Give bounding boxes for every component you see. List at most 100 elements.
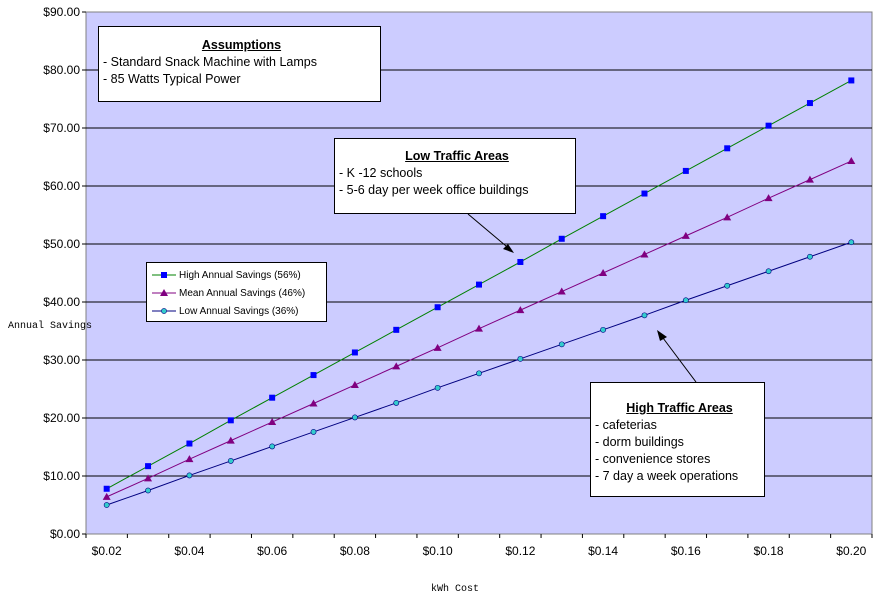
data-point [227, 458, 234, 464]
annotation-arrows [467, 213, 697, 383]
legend-symbol-mean [152, 289, 176, 296]
data-point [351, 349, 358, 356]
data-point [640, 250, 649, 258]
assumptions-line: - 85 Watts Typical Power [103, 72, 241, 86]
data-point [600, 326, 607, 333]
data-point [351, 414, 358, 421]
low-traffic-arrow-line [467, 213, 513, 252]
data-point [682, 167, 689, 174]
data-point [186, 440, 193, 447]
high-traffic-line: - cafeterias [595, 418, 657, 432]
x-tick-label: $0.06 [257, 544, 287, 558]
x-tick-label: $0.20 [836, 544, 866, 558]
y-tick-label: $30.00 [43, 353, 80, 367]
data-point [433, 343, 442, 351]
data-point [765, 268, 772, 275]
data-point [269, 394, 276, 401]
data-point [599, 269, 608, 276]
legend-item-high: High Annual Savings (56%) [151, 266, 326, 284]
data-point [393, 326, 400, 333]
x-tick-label: $0.18 [754, 544, 784, 558]
data-point [848, 239, 855, 246]
data-point [145, 487, 151, 494]
data-point [144, 474, 153, 482]
data-point [392, 362, 401, 370]
data-point [310, 429, 317, 435]
x-tick-label: $0.10 [423, 544, 453, 558]
data-point [103, 502, 110, 508]
data-point [724, 282, 731, 289]
assumptions-line: - Standard Snack Machine with Lamps [103, 55, 317, 69]
data-point [807, 253, 813, 260]
data-point [476, 370, 482, 377]
data-point [724, 145, 731, 152]
assumptions-box: Assumptions - Standard Snack Machine wit… [98, 26, 381, 102]
data-point [557, 287, 566, 295]
legend-label-low: Low Annual Savings (36%) [179, 305, 299, 317]
high-traffic-arrow-line [659, 333, 697, 383]
low-traffic-line: - K -12 schools [339, 166, 423, 180]
low-traffic-title: Low Traffic Areas [405, 149, 509, 163]
high-traffic-line: - dorm buildings [595, 435, 684, 449]
y-tick-label: $0.00 [50, 527, 80, 541]
x-tick-label: $0.12 [505, 544, 535, 558]
data-point [848, 77, 855, 84]
x-axis-ticks: $0.02 $0.04 $0.06 $0.08 $0.10 $0.12 $0.14 $0.16… [85, 534, 873, 558]
y-axis-title: Annual Savings [8, 320, 92, 332]
data-point [517, 258, 524, 265]
data-point [558, 341, 565, 348]
y-tick-label: $70.00 [43, 121, 80, 135]
data-point [681, 231, 690, 239]
x-tick-label: $0.08 [340, 544, 370, 558]
data-point [227, 417, 234, 424]
data-point [764, 194, 773, 202]
data-point [558, 235, 565, 242]
data-point [641, 312, 648, 319]
y-tick-label: $60.00 [43, 179, 80, 193]
legend-item-mean: Mean Annual Savings (46%) [151, 284, 326, 302]
data-point [434, 304, 441, 311]
high-traffic-title: High Traffic Areas [626, 401, 733, 415]
legend-symbol-high [152, 272, 176, 278]
data-point [185, 455, 194, 463]
x-tick-label: $0.16 [671, 544, 701, 558]
data-point [641, 190, 648, 197]
y-tick-label: $10.00 [43, 469, 80, 483]
data-point [145, 463, 152, 470]
series-layer [102, 77, 856, 508]
x-axis-title: kWh Cost [431, 583, 479, 595]
data-point [393, 400, 400, 406]
x-tick-label: $0.02 [92, 544, 122, 558]
x-tick-label: $0.14 [588, 544, 618, 558]
y-tick-label: $90.00 [43, 5, 80, 19]
high-traffic-box: High Traffic Areas - cafeterias - dorm b… [590, 382, 765, 497]
data-point [434, 384, 441, 391]
y-tick-label: $40.00 [43, 295, 80, 309]
legend-item-low: Low Annual Savings (36%) [151, 302, 326, 320]
data-point [516, 306, 525, 314]
data-point [102, 492, 111, 500]
data-point [103, 485, 110, 492]
low-traffic-line: - 5-6 day per week office buildings [339, 183, 529, 197]
high-traffic-line: - convenience stores [595, 452, 711, 466]
data-point [350, 380, 359, 388]
data-point [847, 157, 856, 165]
high-traffic-line: - 7 day a week operations [595, 469, 739, 483]
data-point [309, 399, 318, 407]
assumptions-title: Assumptions [201, 38, 282, 52]
x-tick-label: $0.04 [174, 544, 204, 558]
data-point [476, 281, 482, 288]
data-point [765, 122, 772, 129]
data-point [805, 175, 814, 183]
low-traffic-arrow-head [503, 244, 514, 253]
data-point [806, 100, 813, 107]
data-point [269, 443, 276, 450]
legend-label-mean: Mean Annual Savings (46%) [179, 287, 306, 299]
legend-label-high: High Annual Savings (56%) [179, 269, 301, 281]
data-point [475, 324, 483, 332]
legend-symbol-low [152, 308, 176, 314]
data-point [723, 213, 732, 221]
data-point [682, 297, 689, 304]
data-point [186, 472, 193, 479]
high-traffic-arrow-head [657, 330, 667, 341]
